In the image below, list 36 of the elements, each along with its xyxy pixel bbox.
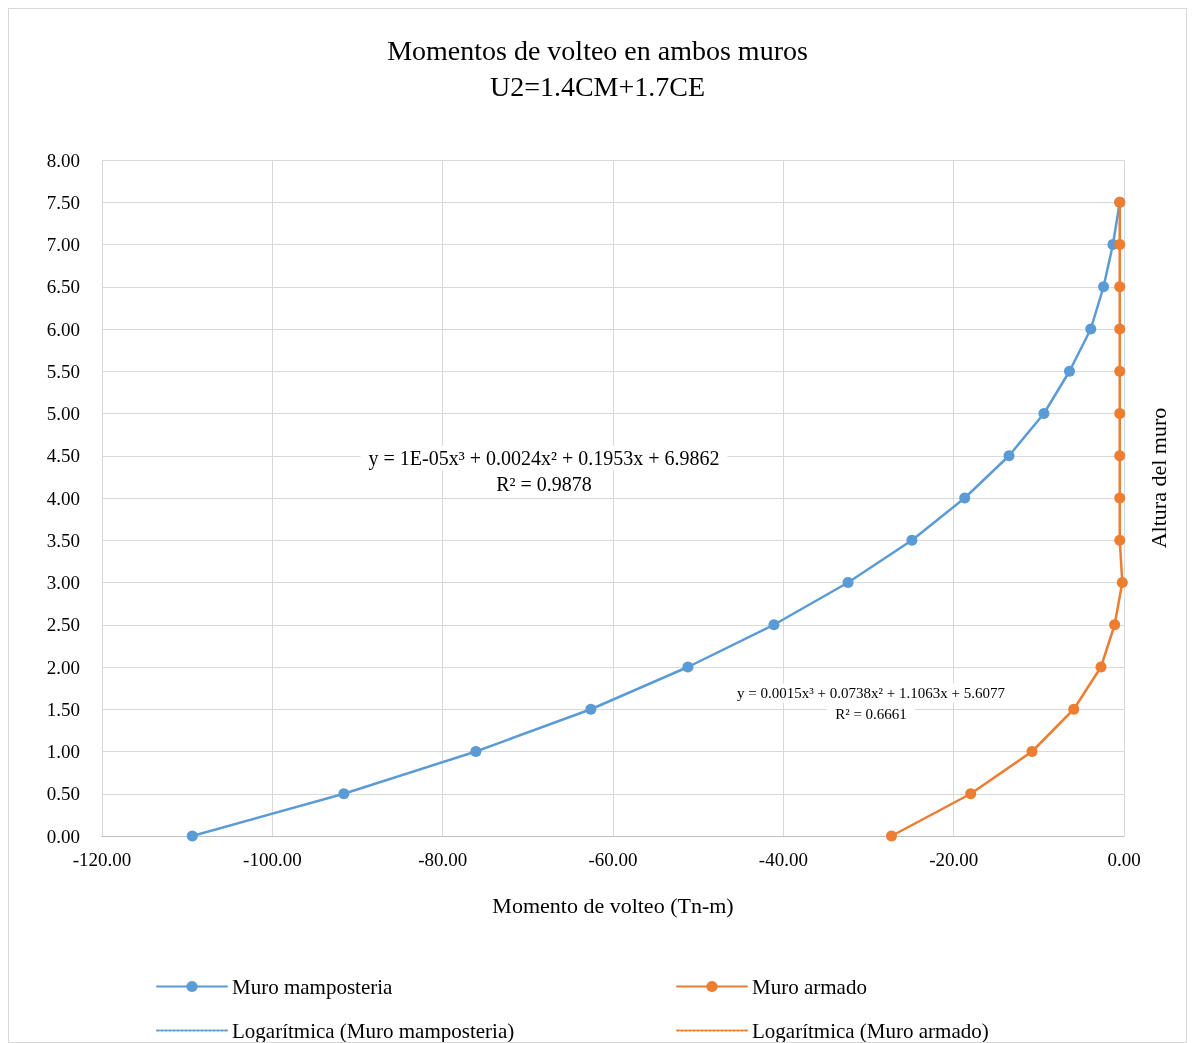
y-tick-label: 0.50 <box>46 783 80 805</box>
y-tick-label: 5.50 <box>46 360 80 382</box>
legend-label: Logarítmica (Muro armado) <box>752 1018 989 1043</box>
y-tick-label: 0.00 <box>46 825 80 847</box>
chart-subtitle: U2=1.4CM+1.7CE <box>489 70 706 102</box>
y-tick-label: 6.00 <box>46 318 80 340</box>
annotation: y = 1E-05x³ + 0.0024x² + 0.1953x + 6.9862 <box>368 447 720 470</box>
y-tick-label: 1.00 <box>46 741 80 762</box>
x-tick-label: -100.00 <box>243 849 302 870</box>
x-tick-label: -20.00 <box>929 849 979 870</box>
y-tick-label: 2.50 <box>46 614 80 636</box>
y-tick-label: 8.00 <box>46 149 80 171</box>
x-tick-label: -60.00 <box>588 849 638 870</box>
x-tick-label: 0.00 <box>1107 849 1141 870</box>
y-tick-label: 6.50 <box>46 276 80 298</box>
legend-label: Muro mamposteria <box>232 974 394 999</box>
y-tick-label: 3.00 <box>46 572 80 593</box>
y-tick-label: 4.00 <box>46 487 80 509</box>
y-axis-title: Altura del muro <box>1145 407 1171 549</box>
x-axis-title: Momento de volteo (Tn-m) <box>492 892 734 918</box>
x-tick-label: -80.00 <box>418 849 468 870</box>
y-tick-label: 2.00 <box>46 656 80 678</box>
y-tick-label: 7.50 <box>46 191 80 213</box>
y-tick-label: 5.00 <box>46 403 80 424</box>
annotation: R² = 0.9878 <box>496 473 592 495</box>
annotation: R² = 0.6661 <box>835 706 907 722</box>
y-tick-label: 7.00 <box>46 234 80 255</box>
x-tick-label: -40.00 <box>758 849 808 870</box>
x-tick-label: -120.00 <box>72 849 132 870</box>
annotation: y = 0.0015x³ + 0.0738x² + 1.1063x + 5.6077 <box>737 685 1006 701</box>
y-tick-label: 1.50 <box>46 698 80 720</box>
legend-label: Muro armado <box>752 974 867 999</box>
y-tick-label: 4.50 <box>46 445 80 467</box>
chart-title: Momentos de volteo en ambos muros <box>387 34 808 66</box>
y-tick-label: 3.50 <box>46 529 80 551</box>
legend-label: Logarítmica (Muro mamposteria) <box>232 1018 515 1043</box>
